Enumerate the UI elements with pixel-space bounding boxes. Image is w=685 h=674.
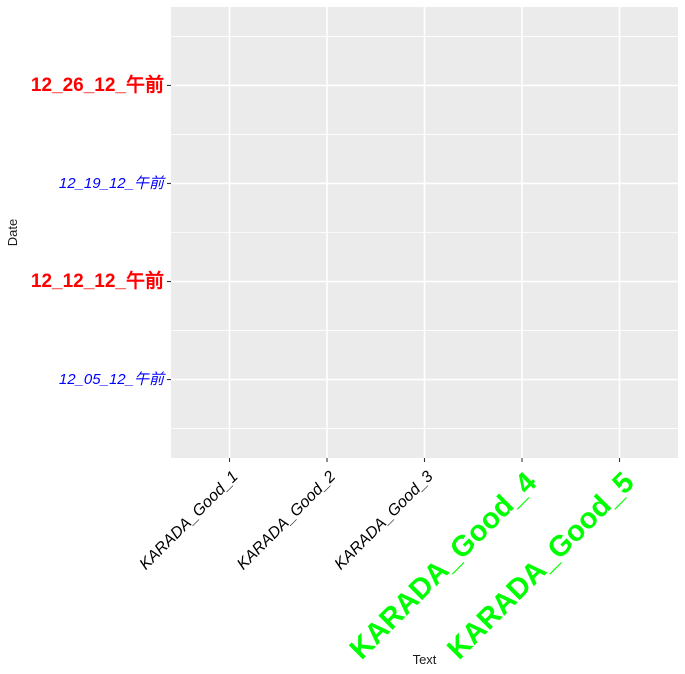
y-tick-label: 12_19_12_午前 [59, 175, 166, 192]
x-tick-label: KARADA_Good_4 [344, 466, 543, 665]
x-tick-label: KARADA_Good_3 [332, 468, 437, 573]
x-tick-label: KARADA_Good_5 [441, 466, 640, 665]
y-tick-label: 12_12_12_午前 [31, 269, 164, 292]
y-tick-label: 12_05_12_午前 [59, 371, 166, 388]
x-tick-label: KARADA_Good_1 [137, 468, 242, 573]
x-tick-label: KARADA_Good_2 [234, 468, 339, 573]
y-axis-title: Date [5, 219, 20, 246]
x-axis-title: Text [413, 652, 437, 667]
y-axis: 12_05_12_午前 12_12_12_午前 12_19_12_午前 12_26_1… [31, 73, 171, 388]
major-gridlines [171, 7, 678, 458]
y-tick-label: 12_26_12_午前 [31, 73, 164, 96]
x-axis: KARADA_Good_1KARADA_Good_2KARADA_Good_3K… [137, 458, 641, 666]
